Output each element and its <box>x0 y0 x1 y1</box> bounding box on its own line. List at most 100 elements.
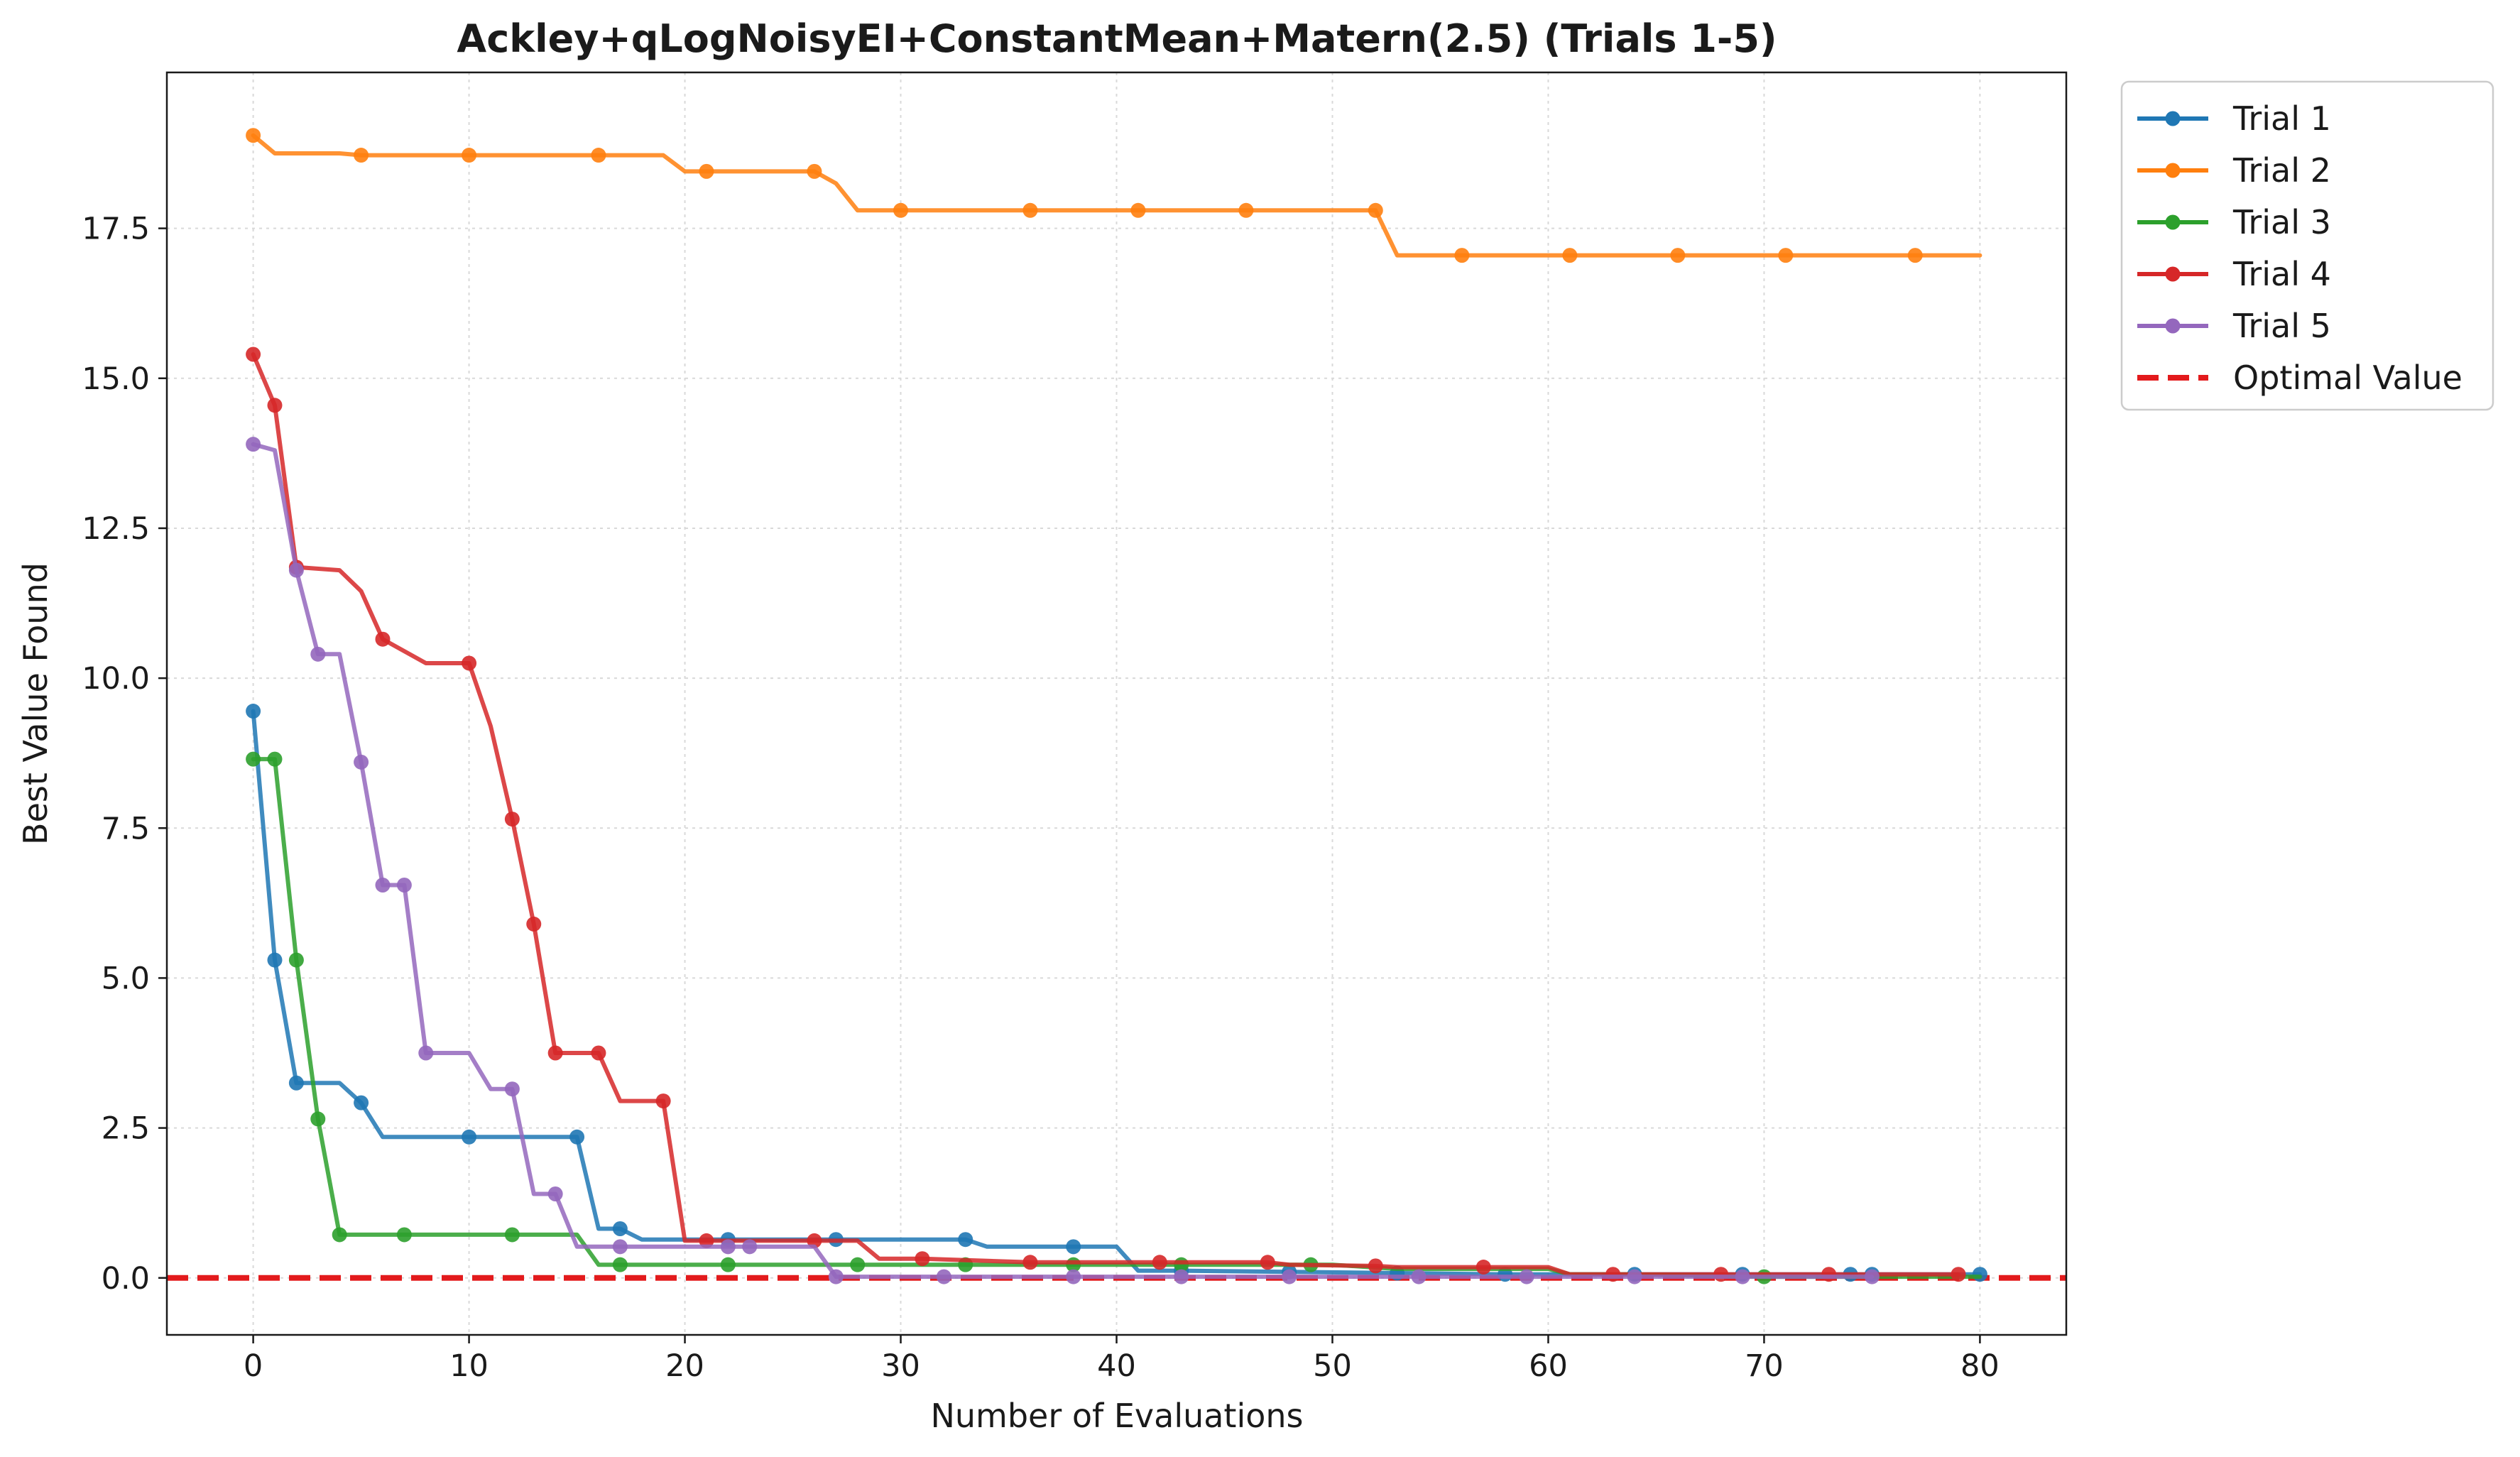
data-point <box>288 952 304 968</box>
data-point <box>936 1269 951 1284</box>
data-point <box>1022 202 1038 218</box>
data-point <box>958 1232 973 1248</box>
data-point <box>612 1221 628 1236</box>
y-tick-label: 12.5 <box>82 511 150 547</box>
data-point <box>418 1045 434 1061</box>
data-point <box>807 1233 822 1248</box>
data-point <box>1454 248 1470 263</box>
x-tick-label: 40 <box>1097 1348 1136 1384</box>
legend-marker <box>2165 266 2181 282</box>
x-tick-label: 70 <box>1745 1348 1784 1384</box>
data-point <box>375 878 391 893</box>
data-point <box>310 1111 326 1127</box>
legend-label: Optimal Value <box>2233 359 2462 397</box>
data-point <box>699 163 714 179</box>
data-point <box>1411 1269 1427 1284</box>
data-point <box>1130 202 1146 218</box>
data-point <box>504 812 520 827</box>
data-point <box>396 878 412 893</box>
y-tick-label: 0.0 <box>102 1261 150 1297</box>
legend-box <box>2120 80 2494 411</box>
data-point <box>1174 1269 1189 1284</box>
data-point <box>246 346 261 362</box>
x-tick-label: 50 <box>1313 1348 1352 1384</box>
data-point <box>742 1239 758 1255</box>
grid <box>167 72 2066 1335</box>
legend-label: Trial 3 <box>2232 203 2331 241</box>
x-axis-ticks: 0 10 20 30 40 50 60 70 80 <box>244 1335 2000 1384</box>
legend-marker <box>2165 214 2181 230</box>
y-tick-label: 17.5 <box>82 212 150 247</box>
data-point <box>1670 248 1686 263</box>
series-trial-2 <box>246 128 1982 263</box>
y-axis-ticks: 0.0 2.5 5.0 7.5 10.0 12.5 15.0 17.5 <box>82 212 167 1297</box>
legend-item: Trial 5 <box>2137 307 2331 345</box>
legend: Trial 1 Trial 2 Trial 3 Trial 4 Trial 5 Optim… <box>2120 80 2494 411</box>
data-point <box>1066 1239 1081 1255</box>
x-tick-label: 80 <box>1960 1348 2000 1384</box>
data-point <box>246 751 261 767</box>
data-point <box>354 754 369 770</box>
series-trial-4 <box>246 346 1966 1282</box>
data-point <box>915 1251 930 1267</box>
data-point <box>288 562 304 578</box>
data-point <box>699 1233 714 1248</box>
series-trial-5 <box>246 437 1880 1284</box>
data-point <box>1066 1269 1081 1284</box>
data-point <box>1821 1267 1837 1282</box>
data-point <box>547 1186 563 1202</box>
legend-marker <box>2165 163 2181 178</box>
data-point <box>1476 1260 1491 1275</box>
x-tick-label: 10 <box>449 1348 489 1384</box>
legend-marker <box>2165 111 2181 126</box>
data-point <box>569 1129 585 1145</box>
x-axis-label: Number of Evaluations <box>930 1397 1303 1435</box>
data-point <box>720 1257 736 1272</box>
x-tick-label: 20 <box>665 1348 704 1384</box>
series-line-trial-5 <box>251 442 1875 1279</box>
legend-item: Optimal Value <box>2137 359 2462 397</box>
y-tick-label: 7.5 <box>102 811 150 846</box>
legend-item: Trial 3 <box>2137 203 2331 241</box>
legend-marker <box>2165 318 2181 334</box>
data-point <box>1864 1269 1880 1284</box>
y-tick-label: 2.5 <box>102 1111 150 1147</box>
y-tick-label: 15.0 <box>82 361 150 397</box>
data-point <box>246 704 261 719</box>
data-point <box>1972 1267 1987 1282</box>
data-point <box>267 398 283 413</box>
legend-label: Trial 4 <box>2232 255 2331 293</box>
data-point <box>267 952 283 968</box>
legend-item: Trial 1 <box>2137 99 2331 138</box>
data-point <box>1282 1269 1297 1284</box>
legend-item: Trial 4 <box>2137 255 2331 293</box>
data-point <box>396 1227 412 1243</box>
data-point <box>462 655 477 671</box>
data-point <box>1562 248 1578 263</box>
data-point <box>655 1093 671 1109</box>
data-point <box>1368 1258 1383 1274</box>
legend-label: Trial 2 <box>2232 151 2331 190</box>
legend-label: Trial 1 <box>2232 99 2331 138</box>
data-point <box>850 1257 866 1272</box>
series-layer <box>246 128 1987 1284</box>
data-point <box>462 148 477 163</box>
data-point <box>267 751 283 767</box>
data-point <box>1238 202 1254 218</box>
data-point <box>1778 248 1794 263</box>
x-tick-label: 60 <box>1529 1348 1568 1384</box>
data-point <box>591 148 606 163</box>
data-point <box>310 646 326 662</box>
data-point <box>591 1045 606 1061</box>
data-point <box>547 1045 563 1061</box>
data-point <box>1951 1267 1966 1282</box>
data-point <box>828 1269 844 1284</box>
data-point <box>1907 248 1923 263</box>
chart-title: Ackley+qLogNoisyEI+ConstantMean+Matern(2… <box>457 16 1777 61</box>
data-point <box>504 1227 520 1243</box>
data-point <box>612 1257 628 1272</box>
data-point <box>807 163 822 179</box>
x-tick-label: 30 <box>881 1348 920 1384</box>
data-point <box>332 1227 347 1243</box>
data-point <box>1735 1269 1750 1284</box>
